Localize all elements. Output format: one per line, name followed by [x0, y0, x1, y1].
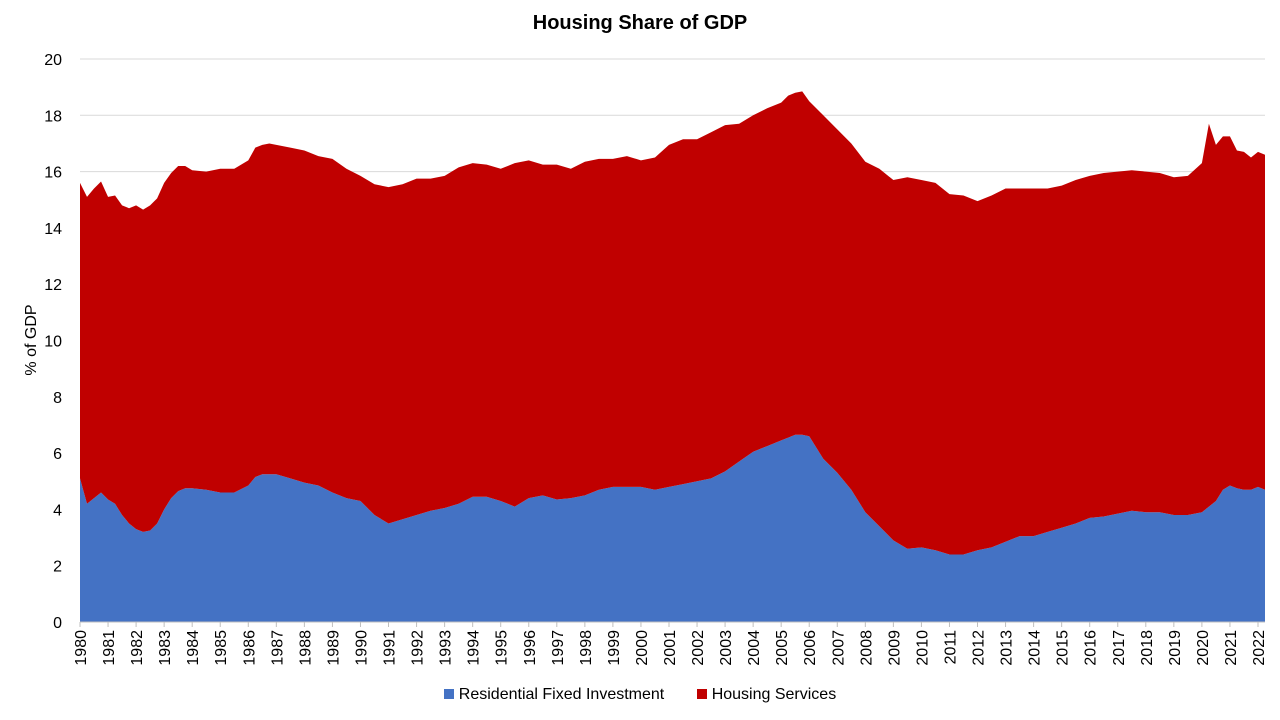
x-tick-label-2019: 2019 [1167, 630, 1184, 666]
x-tick-label-2010: 2010 [914, 630, 931, 666]
y-tick-label-2: 2 [53, 559, 62, 576]
x-tick-label-2016: 2016 [1083, 630, 1100, 666]
x-tick-label-2014: 2014 [1027, 630, 1044, 666]
x-tick-label-1994: 1994 [466, 630, 483, 666]
x-tick-label-2004: 2004 [746, 630, 763, 666]
x-tick-label-1992: 1992 [410, 630, 427, 666]
x-tick-label-1986: 1986 [241, 630, 258, 666]
x-tick-label-1999: 1999 [606, 630, 623, 666]
x-tick-label-1990: 1990 [353, 630, 370, 666]
y-tick-label-0: 0 [53, 615, 62, 632]
legend: Residential Fixed Investment Housing Ser… [0, 686, 1280, 704]
legend-label-residential: Residential Fixed Investment [458, 686, 665, 703]
legend-item-residential: Residential Fixed Investment [443, 686, 665, 704]
area-series-group [80, 91, 1265, 622]
x-tick-label-2006: 2006 [802, 630, 819, 666]
y-tick-label-14: 14 [44, 221, 62, 238]
x-tick-label-2009: 2009 [886, 630, 903, 666]
x-tick-label-2007: 2007 [830, 630, 847, 666]
x-tick-label-2000: 2000 [634, 630, 651, 666]
x-tick-label-2005: 2005 [774, 630, 791, 666]
x-tick-label-2001: 2001 [662, 630, 679, 666]
x-tick-label-1995: 1995 [494, 630, 511, 666]
legend-label-housing-services: Housing Services [711, 686, 837, 703]
y-tick-label-6: 6 [53, 446, 62, 463]
x-tick-label-2021: 2021 [1223, 630, 1240, 666]
x-tick-label-2020: 2020 [1195, 630, 1212, 666]
x-tick-label-1982: 1982 [129, 630, 146, 666]
y-tick-label-10: 10 [44, 334, 62, 351]
x-tick-label-1989: 1989 [325, 630, 342, 666]
legend-item-housing-services: Housing Services [696, 686, 837, 704]
x-tick-label-1996: 1996 [522, 630, 539, 666]
x-tick-label-1993: 1993 [438, 630, 455, 666]
y-tick-label-8: 8 [53, 390, 62, 407]
x-tick-label-2011: 2011 [942, 630, 959, 665]
x-tick-label-1984: 1984 [185, 630, 202, 666]
y-axis-label: % of GDP [23, 304, 40, 375]
legend-swatch-housing-services [696, 689, 707, 699]
area-residential-fixed-investment [80, 434, 1265, 622]
axes: 0 2 4 6 8 10 12 14 16 18 20 1980 1981 1982 1983 1984 198… [44, 52, 1268, 666]
x-tick-label-1985: 1985 [213, 630, 230, 666]
x-tick-label-2012: 2012 [971, 630, 988, 666]
x-tick-label-2018: 2018 [1139, 630, 1156, 666]
x-tick-label-2017: 2017 [1111, 630, 1128, 666]
chart-title: Housing Share of GDP [532, 12, 748, 34]
x-tick-label-2008: 2008 [858, 630, 875, 666]
x-tick-label-2015: 2015 [1055, 630, 1072, 666]
legend-swatch-residential [443, 689, 454, 699]
x-tick-label-1998: 1998 [578, 630, 595, 666]
x-tick-label-1983: 1983 [157, 630, 174, 666]
x-tick-label-2003: 2003 [718, 630, 735, 666]
y-tick-label-18: 18 [44, 108, 62, 125]
x-tick-label-1987: 1987 [269, 630, 286, 666]
x-tick-label-1980: 1980 [73, 630, 90, 666]
y-tick-label-16: 16 [44, 165, 62, 182]
y-tick-label-12: 12 [44, 277, 62, 294]
area-housing-services [80, 91, 1265, 555]
y-tick-label-4: 4 [53, 502, 62, 519]
x-tick-label-2002: 2002 [690, 630, 707, 666]
x-tick-label-1991: 1991 [382, 630, 399, 666]
x-tick-label-2013: 2013 [999, 630, 1016, 666]
x-tick-label-1988: 1988 [297, 630, 314, 666]
x-tick-label-1981: 1981 [101, 630, 118, 666]
x-tick-label-1997: 1997 [550, 630, 567, 666]
x-tick-label-2022: 2022 [1251, 630, 1268, 666]
y-tick-label-20: 20 [44, 52, 62, 69]
